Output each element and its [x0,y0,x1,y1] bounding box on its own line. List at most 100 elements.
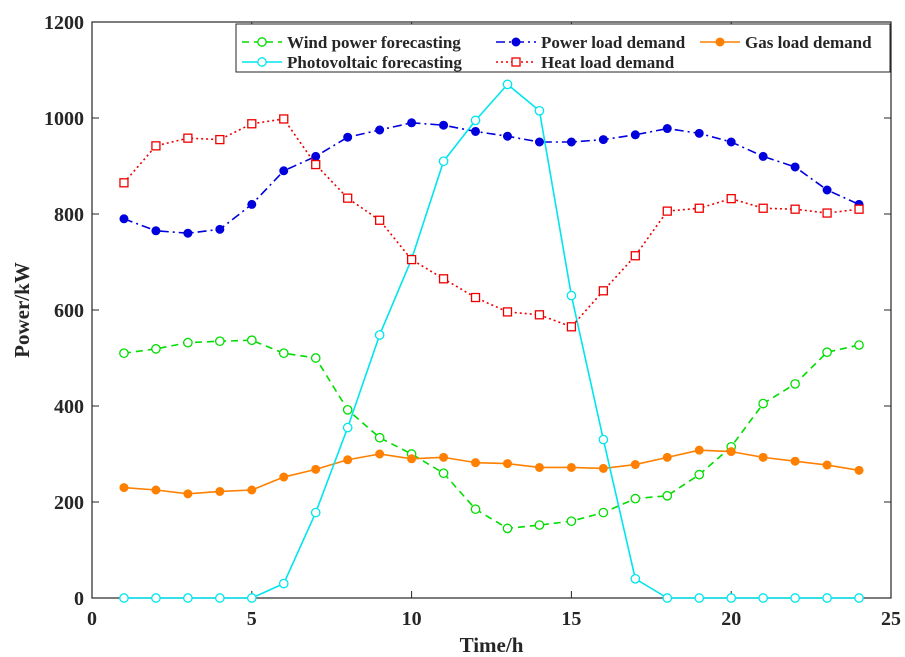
data-point [343,193,353,203]
data-point [151,141,161,151]
data-point [342,404,353,415]
data-point [854,593,864,603]
data-point [502,459,512,469]
data-point [502,307,513,317]
data-point [439,452,449,462]
data-point [758,203,768,213]
data-point [598,434,609,445]
data-point [694,469,705,480]
data-point [310,353,321,363]
data-point [662,452,672,462]
data-point [534,105,545,116]
data-point [662,206,672,216]
data-point [662,124,672,134]
y-tick-label: 400 [54,396,84,418]
data-point [343,132,353,142]
x-tick-label: 10 [402,608,422,630]
series-line [123,339,860,530]
series-3 [119,79,864,603]
data-point [151,485,161,495]
data-point [183,228,193,238]
data-point [694,203,704,213]
data-point [726,593,737,603]
x-tick-label: 25 [881,608,901,630]
x-tick-label: 15 [561,608,581,630]
data-point [534,137,544,147]
data-point [151,226,161,236]
x-tick-label: 20 [721,608,741,630]
data-point [279,166,289,176]
y-tick-label: 0 [74,588,84,610]
series-line [123,449,860,495]
legend-label: Heat load demand [541,53,675,72]
data-point [215,134,225,145]
y-tick-label: 800 [54,204,84,226]
data-point [278,578,289,589]
data-point [758,593,769,603]
data-point [151,344,161,354]
legend-marker [257,57,267,67]
legend: Wind power forecasting Power load demand G… [235,23,891,73]
data-point [246,335,257,346]
data-point [598,135,608,145]
y-axis-label: Power/kW [10,262,34,358]
data-point [311,159,321,170]
data-point [470,115,481,126]
data-point [311,464,321,474]
data-point [854,204,864,214]
data-point [471,458,481,468]
data-point [215,224,225,234]
data-point [662,490,673,501]
data-point [214,593,225,603]
data-point [247,485,257,495]
data-point [343,455,353,465]
data-point [726,193,736,204]
data-point [694,128,704,138]
data-point [375,449,385,459]
data-point [758,452,768,462]
data-point [758,398,769,409]
data-point [278,348,289,359]
data-point [438,274,449,284]
data-point [247,199,257,209]
legend-marker [511,37,521,47]
data-point [119,178,129,188]
x-tick-label: 0 [87,608,97,630]
y-tick-label: 600 [54,300,84,322]
data-point [279,114,289,124]
data-point [790,456,800,466]
x-axis-label: Time/h [460,633,524,657]
legend-marker [511,57,521,67]
plot-frame [91,21,892,599]
data-point [502,79,513,90]
x-tick-label: 5 [247,608,257,630]
data-point [566,516,577,527]
data-point [630,130,640,140]
data-point [119,214,129,224]
data-point [119,483,129,493]
y-tick-label: 1200 [44,12,84,34]
data-point [694,593,705,603]
legend-marker [715,37,725,47]
data-point [438,156,449,167]
data-point [439,120,449,130]
data-point [183,489,193,499]
series-0 [119,335,864,534]
data-point [822,208,832,218]
data-point [822,185,832,195]
series-line [123,118,860,328]
legend-box [235,23,891,73]
data-point [502,523,513,534]
data-point [694,445,704,455]
data-point [406,254,417,265]
data-point [214,336,225,347]
data-point [630,460,640,470]
data-point [566,290,577,301]
legend-label: Gas load demand [745,33,872,52]
data-point [215,486,225,496]
data-point [822,593,832,603]
data-point [630,493,641,504]
data-point [374,330,385,340]
